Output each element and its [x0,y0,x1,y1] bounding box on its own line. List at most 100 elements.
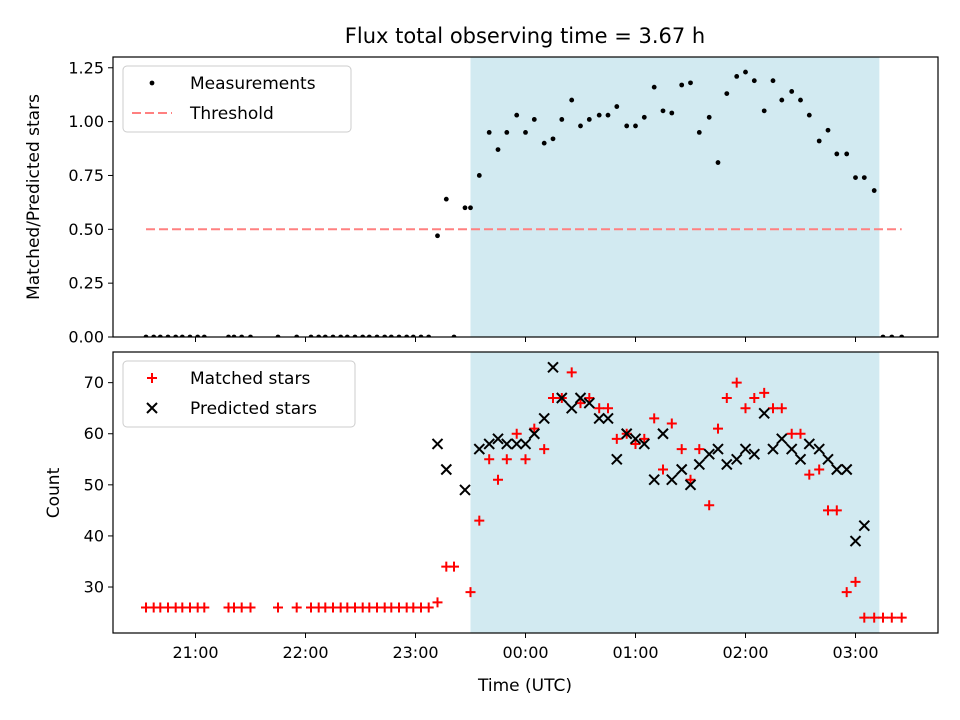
bottom-point [813,443,825,455]
bottom-point [804,469,815,480]
bottom-point [594,403,605,414]
bottom-point [575,398,586,409]
bottom-point [794,453,807,465]
x-axis-label: Time (UTC) [477,676,572,696]
top-point [679,82,685,88]
top-point [476,173,482,178]
bottom-point [859,612,870,623]
top-point [761,108,767,114]
bottom-point [639,433,650,444]
top-point [816,138,822,144]
top-observing-window [470,57,880,337]
bottom-point [657,428,669,440]
bottom-point [759,387,770,398]
bottom-point [291,602,302,613]
bottom-y-tick-label: 30 [84,578,104,597]
top-y-tick-label: 0.75 [68,166,104,185]
bottom-point [712,443,724,455]
bottom-point [548,392,558,403]
bottom-point [776,403,787,414]
x-tick-label: 03:00 [832,643,878,662]
bottom-point [602,412,614,425]
top-point [596,112,602,118]
bottom-point [501,438,513,450]
top-point [569,97,575,103]
bottom-point [676,444,687,455]
top-point [715,160,721,165]
bottom-point [666,474,678,486]
bottom-point [748,448,761,460]
top-point [443,196,449,202]
top-point [504,129,510,135]
x-tick-label: 02:00 [722,643,768,662]
top-legend-box [122,65,352,133]
top-y-tick-label: 1.25 [68,58,104,77]
bottom-y-tick-label: 50 [84,475,104,494]
top-point [550,136,556,142]
chart-title: Flux total observing time = 3.67 h [345,24,705,48]
top-point [798,97,803,103]
bottom-point [273,602,283,613]
top-point [624,123,630,129]
bottom-point [519,438,532,450]
bottom-point [730,453,743,465]
bottom-point [869,612,880,623]
top-y-axis-label: Matched/Predicted stars [24,94,44,300]
top-point [861,175,867,181]
bottom-point [841,587,852,598]
top-point [462,205,468,211]
bottom-point [814,464,825,475]
top-point [468,205,473,211]
top-point [531,117,537,122]
bottom-point [739,443,752,455]
bottom-point [886,612,897,623]
top-legend: Measurements Threshold [122,65,352,133]
bottom-point [236,602,247,613]
top-y-tick-label: 0.50 [68,220,104,239]
bottom-point [776,433,788,445]
bottom-point [850,576,861,587]
x-tick-label: 23:00 [392,643,438,662]
top-legend-swatch [149,80,155,86]
bottom-point [767,443,779,455]
bottom-point [501,454,512,465]
top-point [559,117,565,122]
top-point [734,73,740,79]
top-point [844,151,850,157]
top-y-tick-label: 1.00 [68,112,104,131]
top-point [435,233,440,239]
bottom-point [473,443,486,455]
bottom-point [768,403,778,414]
bottom-y-tick-label: 70 [84,373,104,392]
bottom-point [528,428,541,440]
bottom-point [758,407,770,420]
bottom-point [620,428,633,440]
bottom-point [245,602,256,613]
top-plot-area [143,57,905,337]
bottom-point [574,392,587,404]
bottom-point [685,474,696,485]
bottom-point [440,463,453,476]
bottom-point [831,505,842,516]
bottom-point [565,402,578,414]
bottom-point [556,392,568,404]
bottom-point [693,458,706,471]
top-point [523,129,528,135]
bottom-point [849,535,862,547]
top-point [834,151,840,157]
bottom-point [432,597,443,608]
top-point [578,123,583,129]
bottom-point [731,377,742,388]
top-point [486,129,492,135]
bottom-point [611,453,623,465]
bottom-point [648,474,660,486]
bottom-point [566,367,577,378]
x-tick-label: 22:00 [282,643,328,662]
bottom-point [493,474,503,485]
top-y-tick-label: 0.00 [68,328,104,347]
top-point [651,84,657,90]
bottom-point [749,392,760,403]
top-y-tick-label: 0.25 [68,274,104,293]
